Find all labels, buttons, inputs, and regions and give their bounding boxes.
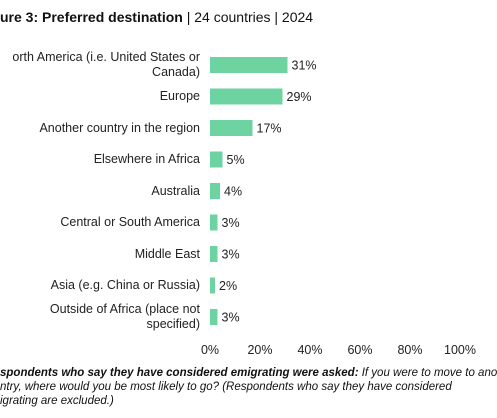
chart-title: ure 3: Preferred destination | 24 countr… xyxy=(0,9,313,25)
bar-6 xyxy=(210,246,218,262)
value-label-2: 17% xyxy=(257,122,282,136)
category-label-0: orth America (i.e. United States or Cana… xyxy=(12,50,200,79)
x-tick-0: 0% xyxy=(201,343,219,357)
bar-8 xyxy=(210,309,218,325)
value-label-8: 3% xyxy=(222,311,240,325)
value-label-1: 29% xyxy=(287,90,312,104)
value-label-5: 3% xyxy=(222,216,240,230)
value-label-3: 5% xyxy=(227,153,245,167)
footnote-line-1: spondents who say they have considered e… xyxy=(0,366,497,380)
category-label-7: Asia (e.g. China or Russia) xyxy=(50,278,200,292)
x-tick-4: 80% xyxy=(397,343,422,357)
x-tick-3: 60% xyxy=(347,343,372,357)
bar-0 xyxy=(210,57,288,73)
bar-chart: 31% 29% 17% 5% 4% 3% 3% 2% 3% 0% 20% 40% 60% 80% 100% xyxy=(201,57,476,357)
value-label-7: 2% xyxy=(219,279,237,293)
value-label-0: 31% xyxy=(292,59,317,73)
footnote-line-3: igrating are excluded.) xyxy=(0,395,114,407)
bar-1 xyxy=(210,88,283,105)
bar-2 xyxy=(210,120,253,136)
x-tick-1: 20% xyxy=(247,343,272,357)
bar-4 xyxy=(210,183,220,199)
x-tick-5: 100% xyxy=(444,343,476,357)
category-label-2: Another country in the region xyxy=(39,120,200,135)
category-label-6: Middle East xyxy=(134,246,200,261)
x-tick-2: 40% xyxy=(297,343,322,357)
chart-subtitle: | 24 countries | 2024 xyxy=(182,9,314,25)
bar-5 xyxy=(210,214,218,231)
bar-3 xyxy=(210,151,223,168)
chart-title-label: ure 3: Preferred destination xyxy=(0,9,183,25)
value-label-4: 4% xyxy=(224,185,242,199)
footnote: spondents who say they have considered e… xyxy=(0,366,497,408)
footnote-text-1: If you were to move to ano xyxy=(358,367,497,379)
value-label-6: 3% xyxy=(222,248,240,262)
category-label-8: Outside of Africa (place not specified) xyxy=(49,302,200,331)
bar-7 xyxy=(210,277,215,294)
category-label-5: Central or South America xyxy=(60,215,200,229)
category-label-4: Australia xyxy=(151,183,200,198)
footnote-bold: spondents who say they have considered e… xyxy=(0,367,359,379)
category-label-1: Europe xyxy=(159,89,200,103)
category-label-3: Elsewhere in Africa xyxy=(93,152,200,166)
footnote-line-2: ntry, where would you be most likely to … xyxy=(0,381,452,393)
